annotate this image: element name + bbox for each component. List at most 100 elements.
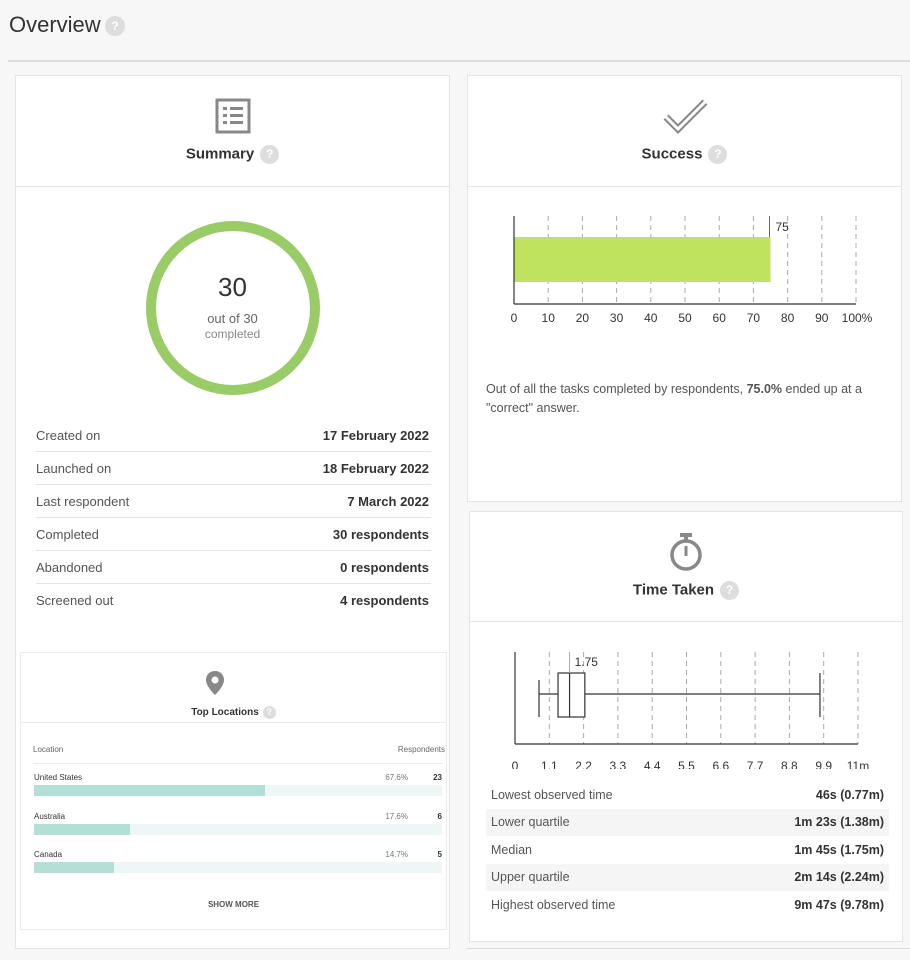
- stat-label: Lower quartile: [491, 815, 570, 830]
- location-row: United States 67.6% 23: [34, 773, 444, 809]
- summary-info-row: Screened out 4 respondents: [36, 584, 431, 617]
- summary-info-row: Created on 17 February 2022: [36, 419, 431, 452]
- x-tick-label: 2.2: [575, 759, 592, 769]
- location-count: 5: [437, 850, 442, 859]
- x-tick-label: 90: [815, 311, 829, 325]
- summary-info-row: Last respondent 7 March 2022: [36, 485, 431, 518]
- x-tick-label: 30: [610, 311, 624, 325]
- success-title-text: Success: [641, 145, 703, 163]
- location-bar-track: [34, 862, 442, 873]
- success-description: Out of all the tasks completed by respon…: [486, 380, 891, 418]
- x-tick-label: 80: [781, 311, 795, 325]
- success-text-percent: 75.0%: [746, 382, 783, 396]
- stat-value: 1m 23s (1.38m): [794, 815, 884, 830]
- success-card-header: Success?: [468, 76, 901, 187]
- location-name: Australia: [34, 811, 66, 821]
- completion-ring: [146, 221, 320, 395]
- x-tick-label: 100%: [842, 311, 873, 325]
- summary-title-text: Summary: [185, 145, 255, 163]
- location-bar-track: [34, 785, 442, 796]
- location-row: Canada 14.7% 5: [34, 850, 444, 886]
- x-tick-label: 4.4: [644, 759, 661, 769]
- box: [557, 672, 586, 718]
- summary-info-row: Abandoned 0 respondents: [36, 551, 431, 584]
- location-percent: 14.7%: [385, 850, 408, 859]
- completed-label: completed: [204, 327, 261, 341]
- time-stat-row: Lowest observed time 46s (0.77m): [486, 781, 889, 809]
- stat-label: Upper quartile: [491, 870, 570, 885]
- x-tick-label: 0: [511, 311, 518, 325]
- summary-info-row: Completed 30 respondents: [36, 518, 431, 551]
- header-divider: [8, 60, 910, 62]
- location-pin-icon: [206, 671, 224, 695]
- time-stat-row: Lower quartile 1m 23s (1.38m): [486, 808, 889, 836]
- summary-info-row: Launched on 18 February 2022: [36, 452, 431, 485]
- median-label: 1.75: [575, 655, 599, 669]
- location-name: Canada: [34, 850, 63, 859]
- time-stat-row: Median 1m 45s (1.75m): [486, 836, 889, 864]
- stopwatch-icon: [670, 533, 702, 571]
- top-locations-title: Top Locations?: [21, 706, 446, 719]
- help-icon[interactable]: ?: [708, 145, 728, 164]
- bar-data-label: 75: [776, 220, 790, 234]
- location-bar-fill: [34, 823, 130, 835]
- x-tick-label: 7.7: [747, 759, 764, 769]
- info-label: Screened out: [36, 593, 114, 608]
- success-text-after: ended up at a "correct" answer.: [486, 382, 862, 415]
- time-box-plot: 1.75 0 1.1 2.2 3.3 4.4 5.5 6.6 7.7 8.8 9.9 11m: [512, 652, 869, 769]
- x-tick-label: 50: [678, 311, 692, 325]
- stat-label: Lowest observed time: [491, 787, 613, 802]
- info-value: 0 respondents: [340, 559, 429, 575]
- out-of-label: out of 30: [207, 311, 258, 326]
- stat-label: Highest observed time: [491, 897, 616, 912]
- help-icon[interactable]: ?: [262, 706, 276, 719]
- help-icon[interactable]: ?: [720, 581, 740, 600]
- location-count: 6: [437, 811, 442, 821]
- info-label: Created on: [36, 427, 101, 443]
- x-tick-label: 5.5: [678, 759, 695, 769]
- success-card: Success? 75 0 10 20 30 40 50 60 70 80 90 100% Out o…: [467, 75, 902, 502]
- column-respondents: Respondents: [397, 745, 445, 754]
- list-icon: [215, 98, 251, 134]
- x-tick-label: 6.6: [712, 759, 729, 769]
- info-value: 4 respondents: [340, 593, 429, 608]
- location-row: Australia 17.6% 6: [34, 812, 444, 848]
- stat-value: 46s (0.77m): [815, 787, 884, 802]
- summary-card: Summary? 30 out of 30 completed Created …: [15, 75, 450, 949]
- locations-column-headers: Location Respondents: [33, 745, 445, 754]
- summary-card-header: Summary?: [16, 76, 449, 187]
- info-value: 7 March 2022: [347, 493, 429, 509]
- x-tick-label: 0: [512, 759, 519, 769]
- location-percent: 67.6%: [385, 773, 408, 782]
- info-label: Launched on: [36, 460, 112, 476]
- info-value: 17 February 2022: [322, 427, 429, 443]
- page-header: Overview ?: [0, 0, 910, 62]
- location-count: 23: [433, 773, 442, 782]
- location-bar-fill: [34, 785, 265, 796]
- x-tick-label: 11m: [847, 759, 869, 769]
- info-value: 30 respondents: [332, 526, 429, 542]
- x-tick-label: 20: [576, 311, 590, 325]
- x-tick-label: 10: [542, 311, 556, 325]
- success-title: Success?: [468, 145, 901, 164]
- location-bar-fill: [34, 862, 114, 873]
- help-icon[interactable]: ?: [105, 16, 125, 36]
- location-name: United States: [34, 773, 83, 782]
- time-stat-row: Highest observed time 9m 47s (9.78m): [486, 891, 889, 919]
- checkmark-icon: [663, 99, 708, 134]
- help-icon[interactable]: ?: [260, 145, 280, 164]
- time-taken-card: Time Taken? 1.75 0 1.1 2.2 3.3 4.4 5.5 6.6 7.7 8.…: [469, 511, 903, 942]
- stat-value: 1m 45s (1.75m): [794, 842, 884, 857]
- x-tick-label: 40: [644, 311, 658, 325]
- completion-ring-progress: [146, 221, 320, 395]
- location-bar-track: [34, 823, 442, 835]
- top-locations-header: Top Locations?: [21, 653, 446, 723]
- success-bar-chart: 75 0 10 20 30 40 50 60 70 80 90 100%: [511, 216, 873, 325]
- summary-info-table: Created on 17 February 2022 Launched on 18 …: [36, 419, 431, 617]
- show-more-button[interactable]: SHOW MORE: [207, 900, 260, 909]
- x-tick-label: 9.9: [815, 759, 832, 769]
- location-percent: 17.6%: [385, 811, 408, 821]
- top-locations-title-text: Top Locations: [191, 707, 259, 719]
- x-tick-label: 8.8: [781, 759, 798, 769]
- stat-value: 2m 14s (2.24m): [794, 870, 884, 885]
